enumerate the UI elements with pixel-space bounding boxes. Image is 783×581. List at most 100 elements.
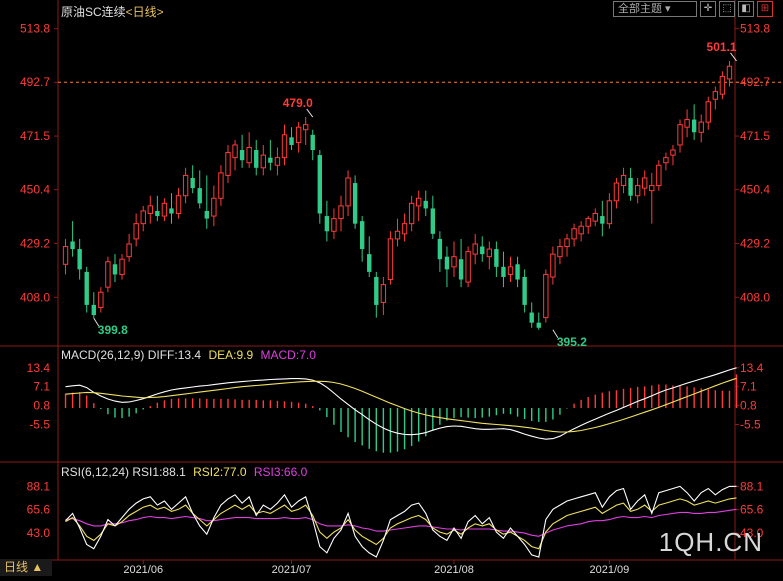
candle-body-22: [218, 172, 224, 199]
time-label-1: 2021/07: [272, 564, 312, 576]
candle-body-65: [522, 276, 527, 305]
candle-body-88: [684, 119, 690, 128]
candle-body-79: [620, 174, 627, 187]
candle-body-19: [197, 188, 202, 204]
rsi3-name: RSI3: [253, 465, 281, 479]
candle-body-3: [84, 271, 89, 305]
candle-body-92: [712, 91, 719, 100]
rsi1-line: [65, 485, 737, 558]
layout-icon[interactable]: ◧: [738, 1, 754, 17]
candle-body-5: [98, 291, 104, 308]
candle-body-23: [225, 152, 231, 176]
candle-body-26: [246, 146, 252, 164]
candle-body-14: [161, 202, 168, 217]
macd-title: MACD(26,12,9): [61, 348, 145, 362]
candle-body-0: [62, 246, 69, 265]
candle-body-93: [719, 75, 726, 95]
candle-body-94: [726, 65, 733, 80]
macd-dea-name: DEA: [208, 348, 234, 362]
candle-body-21: [211, 197, 217, 217]
macd-macd-value: 7.0: [299, 348, 316, 362]
price-label-right-3: 450.4: [740, 183, 770, 197]
candle-body-85: [663, 157, 669, 164]
rsi2-line: [65, 497, 737, 550]
time-label-2: 2021/08: [434, 564, 474, 576]
chart-toolbar: 全部主题 ▾ ✛ ⬚ ◧ ⊞: [613, 1, 773, 17]
candle-body-33: [295, 126, 302, 143]
candle-body-10: [133, 223, 139, 240]
macd-label-right-2: 0.8: [740, 399, 757, 413]
rsi-label-left-2: 43.0: [27, 526, 51, 540]
candle-body-9: [126, 243, 132, 258]
candle-body-52: [430, 208, 436, 234]
macd-dea-line: [65, 377, 737, 433]
macd-label-right-0: 13.4: [740, 361, 764, 375]
price-label-left-5: 408.0: [20, 290, 50, 304]
candle-body-81: [634, 185, 641, 197]
candle-body-82: [642, 177, 648, 189]
rsi-label-right-1: 65.6: [740, 503, 764, 517]
candle-body-58: [472, 243, 478, 255]
candle-body-83: [649, 185, 655, 192]
grid-icon[interactable]: ⊞: [757, 1, 773, 17]
candle-body-34: [302, 124, 309, 131]
candle-body-17: [182, 174, 189, 197]
zoom-box-icon[interactable]: ⬚: [719, 1, 735, 17]
instrument-name: 原油SC连续: [61, 5, 126, 19]
candle-body-8: [119, 258, 125, 275]
candle-body-62: [501, 266, 506, 277]
macd-diff-line: [65, 367, 737, 440]
candle-body-44: [374, 276, 379, 305]
candle-body-72: [571, 228, 577, 240]
candle-body-29: [268, 157, 273, 163]
period-tab[interactable]: 日线 ▲: [0, 559, 52, 576]
candle-body-89: [691, 119, 697, 133]
theme-select[interactable]: 全部主题 ▾: [613, 1, 697, 17]
candle-body-11: [140, 210, 146, 225]
candle-body-77: [606, 200, 613, 225]
candle-body-75: [592, 213, 598, 222]
candle-body-55: [451, 256, 457, 268]
rsi1-name: RSI1: [132, 465, 160, 479]
candle-body-46: [387, 238, 394, 281]
crosshair-icon[interactable]: ✛: [700, 1, 716, 17]
candle-body-69: [550, 253, 556, 278]
candle-body-70: [557, 246, 563, 258]
candle-body-1: [70, 241, 75, 250]
candle-body-67: [536, 322, 541, 328]
annotation-low-2: 395.2: [557, 335, 587, 349]
rsi2-name: RSI2: [193, 465, 220, 479]
rsi-label-left-0: 88.1: [27, 479, 51, 493]
candle-body-4: [91, 304, 96, 316]
candle-body-38: [331, 218, 337, 232]
annotation-leader-1: [93, 317, 100, 327]
candle-body-57: [465, 251, 471, 283]
annotation-low-1: 399.8: [98, 323, 128, 337]
price-label-right-2: 471.5: [740, 129, 770, 143]
candle-body-68: [543, 273, 549, 319]
candle-body-20: [204, 210, 209, 219]
candle-body-41: [352, 183, 358, 224]
macd-label-left-2: 0.8: [33, 399, 50, 413]
rsi3-value: 66.0: [283, 465, 308, 479]
candle-body-80: [628, 177, 633, 196]
candle-body-49: [408, 202, 415, 225]
candle-body-91: [705, 101, 711, 123]
candle-body-13: [155, 210, 160, 217]
annotation-leader-3: [730, 52, 737, 62]
price-label-left-3: 450.4: [20, 183, 50, 197]
candle-body-51: [423, 200, 428, 209]
rsi3-line: [65, 508, 737, 537]
price-label-right-0: 513.8: [740, 22, 770, 36]
macd-dea-value: 9.9: [236, 348, 254, 362]
candle-body-2: [77, 249, 82, 270]
rsi-legend: RSI(6,12,24) RSI1:88.1 RSI2:77.0 RSI3:66…: [61, 465, 308, 479]
price-label-right-4: 429.2: [740, 236, 770, 250]
candle-body-48: [401, 223, 408, 235]
candle-body-66: [529, 312, 534, 323]
macd-label-left-1: 7.1: [33, 380, 50, 394]
candle-body-27: [254, 150, 259, 168]
rsi-label-right-2: 43.0: [740, 526, 764, 540]
